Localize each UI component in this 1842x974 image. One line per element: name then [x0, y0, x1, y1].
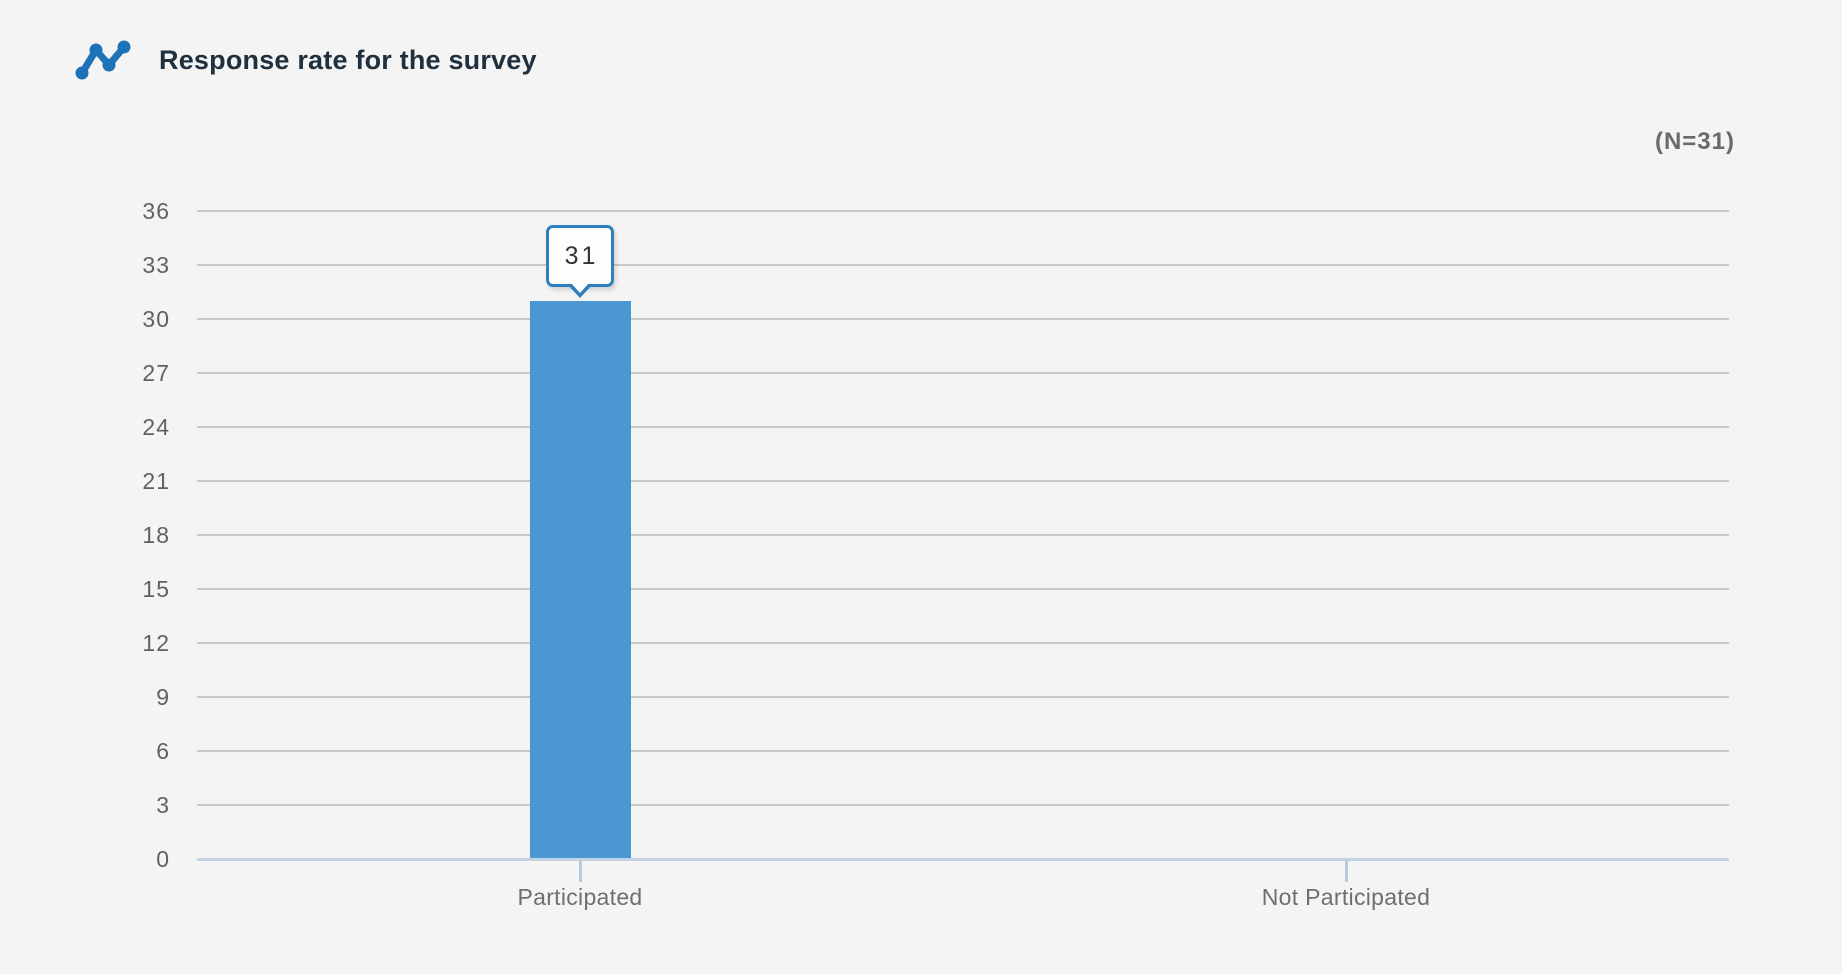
y-axis-tick-label-36: 36	[142, 198, 170, 224]
y-axis-tick-label-18: 18	[142, 522, 170, 548]
x-axis-label-not-participated: Not Participated	[1261, 884, 1431, 910]
gridline-12	[197, 642, 1729, 644]
gridline-6	[197, 750, 1729, 752]
gridline-36	[197, 210, 1729, 212]
sample-size-label: (N=31)	[1654, 128, 1735, 155]
gridline-24	[197, 426, 1729, 428]
y-axis-tick-label-12: 12	[142, 630, 170, 656]
gridline-27	[197, 372, 1729, 374]
y-axis-tick-label-6: 6	[156, 738, 170, 764]
y-axis-tick-label-9: 9	[156, 684, 170, 710]
gridline-3	[197, 804, 1729, 806]
chart-title: Response rate for the survey	[159, 44, 537, 75]
y-axis-tick-label-33: 33	[142, 252, 170, 278]
gridline-30	[197, 318, 1729, 320]
chart-header: Response rate for the survey	[75, 38, 537, 82]
x-axis-tick-not-participated	[1344, 860, 1348, 882]
y-axis-tick-label-21: 21	[142, 468, 170, 494]
gridline-21	[197, 480, 1729, 482]
x-axis-label-participated: Participated	[517, 884, 643, 910]
bar-participated[interactable]	[529, 301, 631, 859]
x-axis-line	[197, 858, 1729, 861]
y-axis-tick-label-24: 24	[142, 414, 170, 440]
gridline-18	[197, 534, 1729, 536]
bar-value-tooltip: 31	[546, 225, 614, 287]
gridline-33	[197, 264, 1729, 266]
line-chart-icon	[75, 38, 131, 82]
gridline-15	[197, 588, 1729, 590]
x-axis-tick-participated	[578, 860, 582, 882]
gridline-9	[197, 696, 1729, 698]
y-axis-tick-label-15: 15	[142, 576, 170, 602]
y-axis-tick-label-30: 30	[142, 306, 170, 332]
y-axis-tick-label-27: 27	[142, 360, 170, 386]
y-axis-tick-label-3: 3	[156, 792, 170, 818]
y-axis-tick-label-0: 0	[156, 846, 170, 872]
bar-value-label: 31	[564, 241, 599, 270]
